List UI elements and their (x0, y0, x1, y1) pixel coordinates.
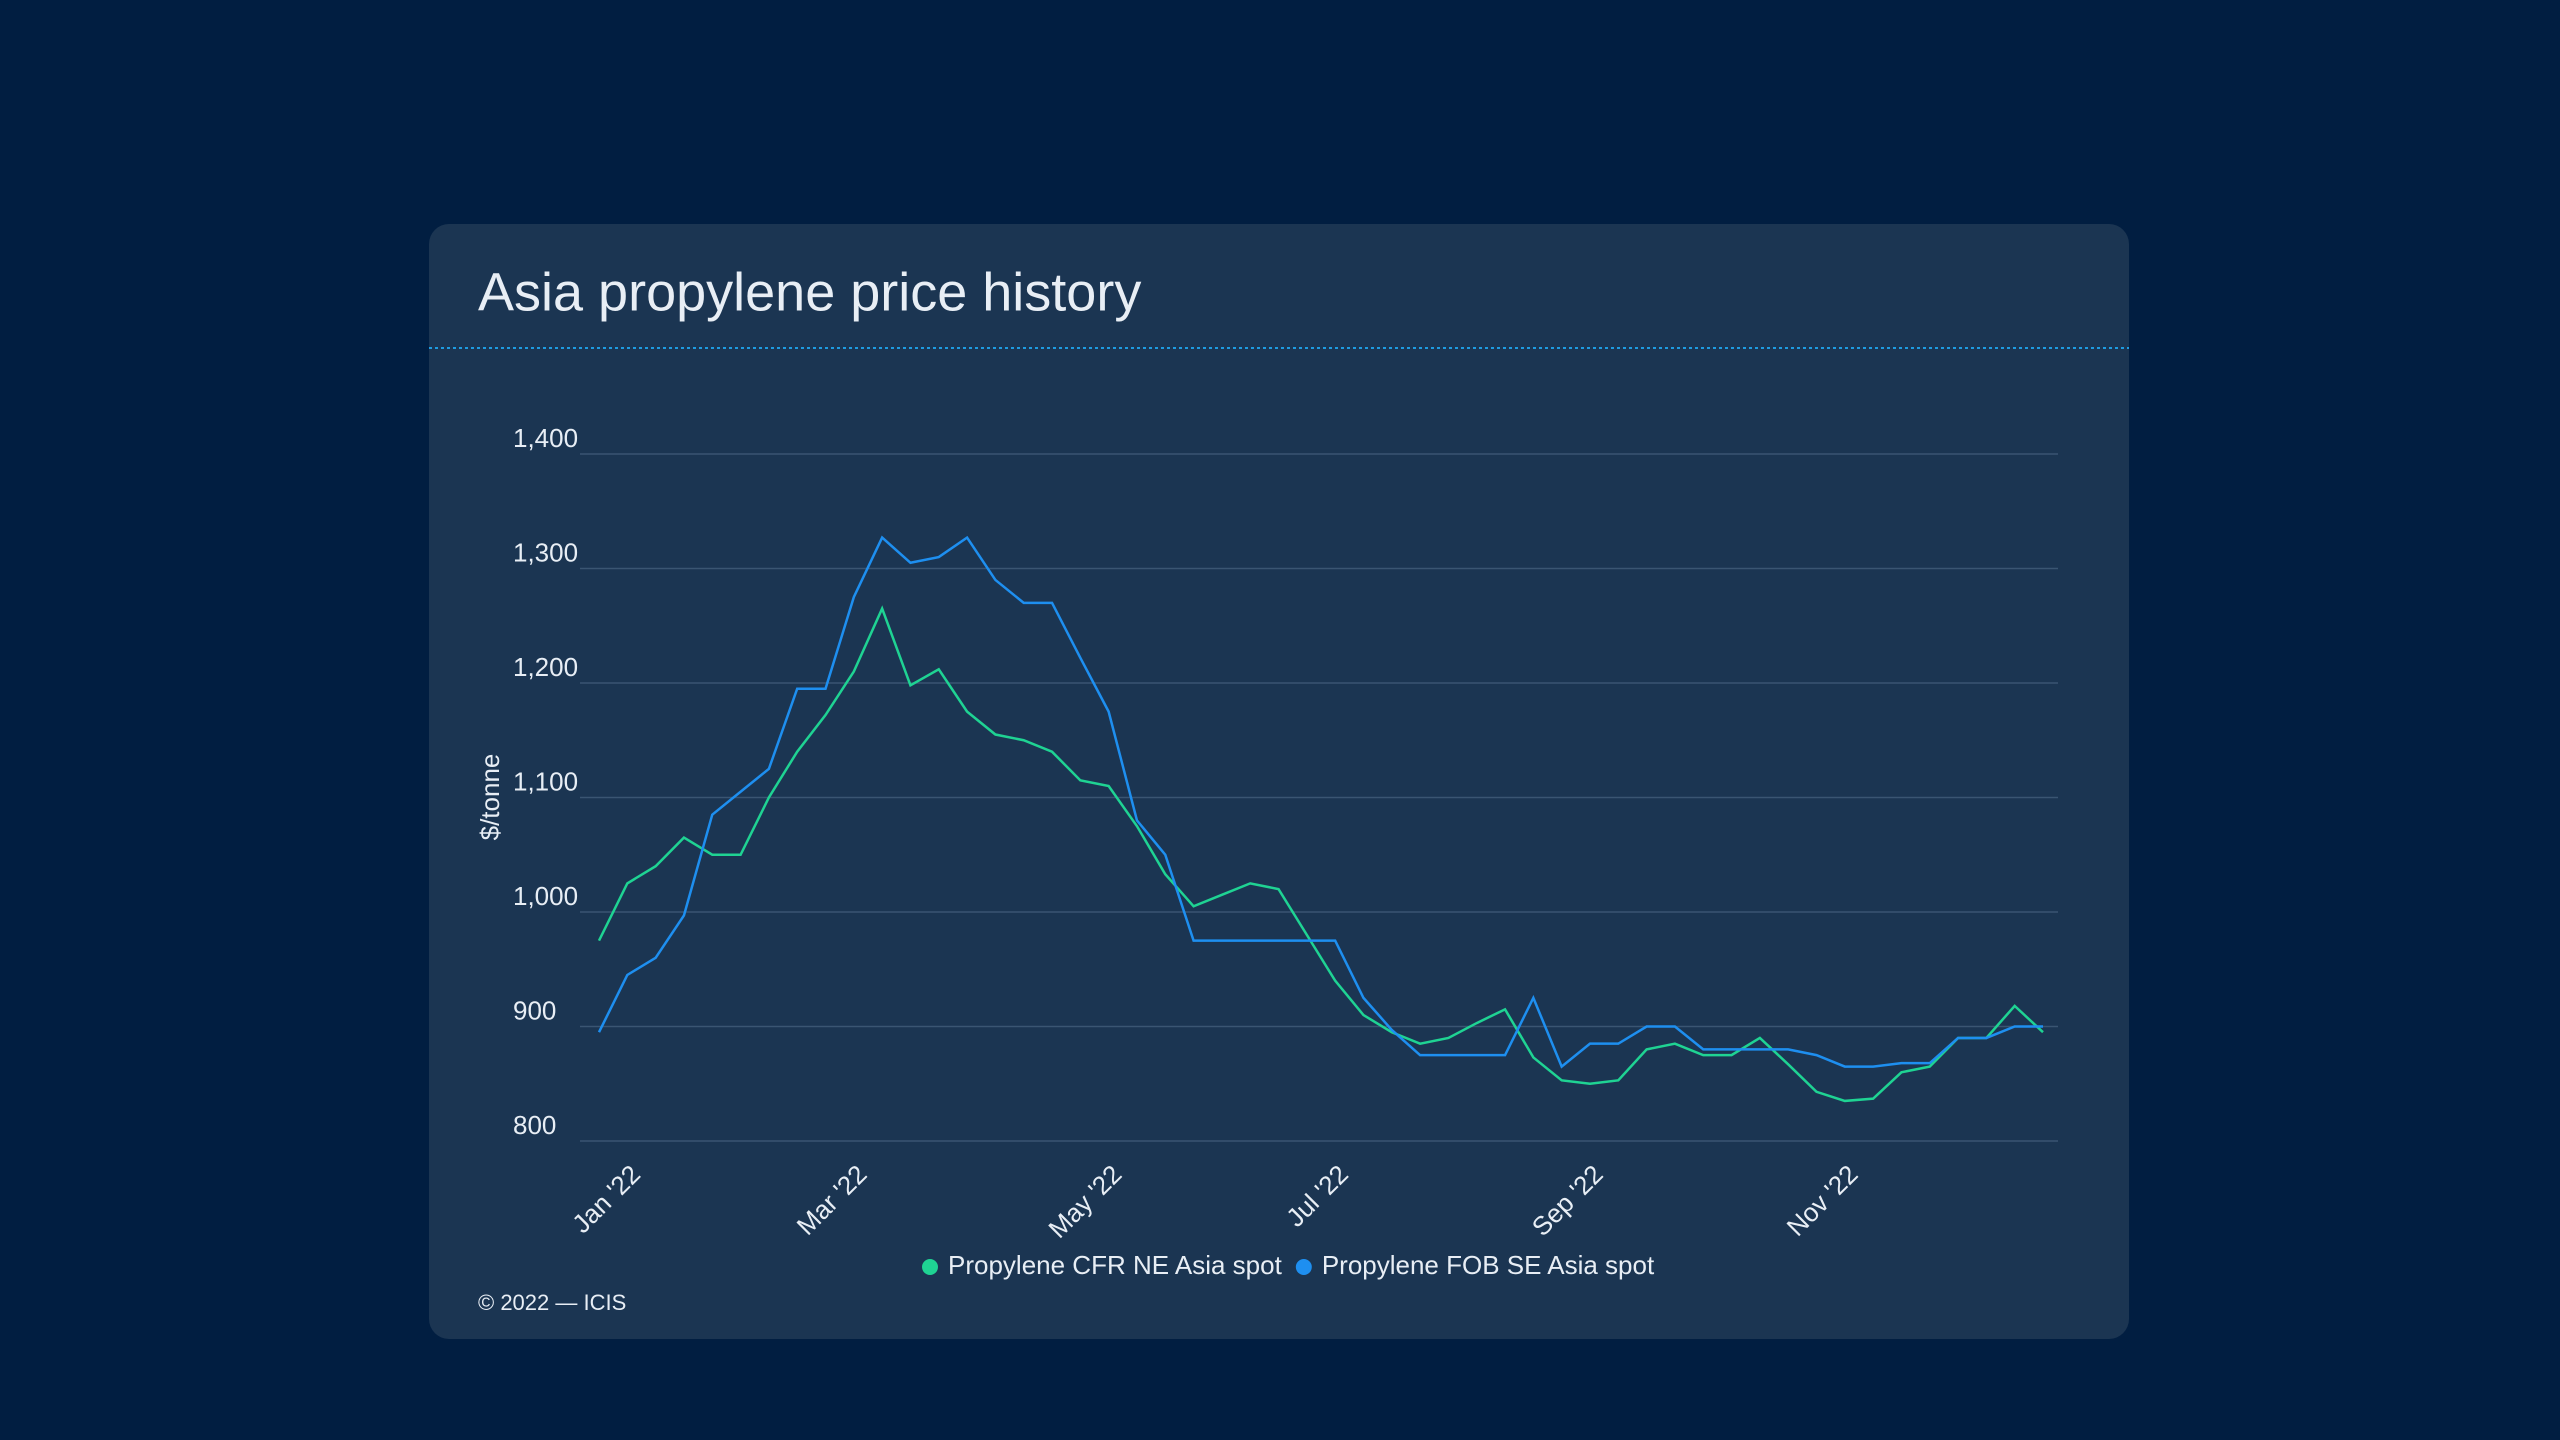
legend-label: Propylene FOB SE Asia spot (1322, 1250, 1655, 1280)
y-tick-label: 1,200 (513, 652, 578, 682)
y-tick-label: 1,300 (513, 537, 578, 567)
card (429, 224, 2129, 1339)
legend-marker (1295, 1259, 1312, 1275)
chart-title: Asia propylene price history (478, 262, 1141, 322)
y-axis-title: $/tonne (475, 754, 505, 841)
line (597, 605, 2044, 1103)
footer: © 2022 — ICIS (478, 1290, 626, 1315)
y-tick-label: 900 (513, 995, 556, 1025)
y-tick-label: 1,400 (513, 423, 578, 453)
legend-label: Propylene CFR NE Asia spot (948, 1250, 1283, 1280)
legend: Propylene CFR NE Asia spot Propylene FOB … (922, 1250, 1655, 1280)
y-tick-label: 1,000 (513, 881, 578, 911)
legend-marker (922, 1259, 938, 1275)
y-tick-label: 1,100 (513, 766, 578, 796)
line (597, 535, 2043, 1069)
y-tick-label: 800 (513, 1110, 556, 1140)
